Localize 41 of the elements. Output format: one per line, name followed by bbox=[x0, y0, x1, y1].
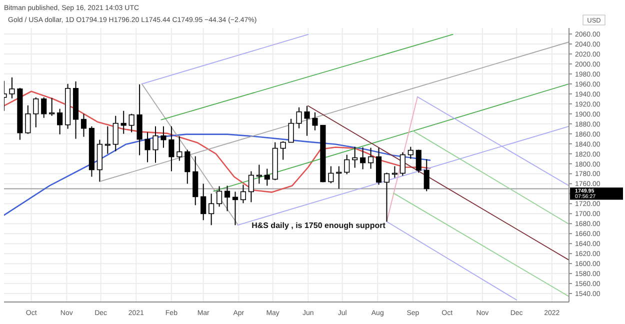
candlestick bbox=[80, 113, 87, 138]
candlestick bbox=[152, 126, 158, 164]
candlestick bbox=[352, 146, 358, 168]
candlestick bbox=[264, 168, 270, 186]
candlestick bbox=[160, 126, 166, 148]
candlestick bbox=[128, 113, 134, 133]
candlestick bbox=[240, 184, 246, 204]
annotation: H&S daily , is 1750 enough support bbox=[252, 221, 386, 230]
line-series bbox=[4, 90, 431, 193]
candlestick bbox=[168, 126, 174, 172]
candlestick bbox=[224, 185, 230, 212]
candlestick bbox=[9, 76, 15, 99]
candlestick bbox=[384, 172, 390, 222]
candlestick bbox=[360, 146, 366, 170]
candlestick bbox=[216, 186, 222, 208]
candlestick bbox=[288, 118, 294, 143]
candlestick bbox=[200, 183, 206, 221]
candlestick bbox=[184, 149, 190, 184]
candlestick bbox=[280, 140, 286, 160]
candlestick bbox=[408, 146, 414, 160]
candlestick bbox=[328, 166, 334, 184]
candlestick bbox=[120, 110, 126, 134]
candlestick bbox=[208, 193, 214, 226]
candlestick bbox=[248, 170, 254, 203]
candlestick bbox=[344, 154, 350, 175]
candlestick bbox=[176, 136, 182, 162]
candlestick bbox=[144, 132, 150, 163]
candlestick bbox=[312, 112, 318, 131]
candlestick bbox=[57, 108, 63, 135]
line-series bbox=[4, 134, 431, 216]
candlestick bbox=[41, 96, 47, 118]
candlestick bbox=[112, 115, 118, 152]
candlestick bbox=[304, 105, 310, 136]
candlestick bbox=[232, 191, 238, 226]
candlestick bbox=[424, 158, 430, 192]
candlestick bbox=[25, 104, 31, 134]
candlestick bbox=[416, 149, 422, 174]
candlestick bbox=[296, 106, 302, 129]
candlestick bbox=[400, 152, 406, 176]
candlestick bbox=[33, 96, 39, 128]
candlestick bbox=[368, 147, 374, 170]
